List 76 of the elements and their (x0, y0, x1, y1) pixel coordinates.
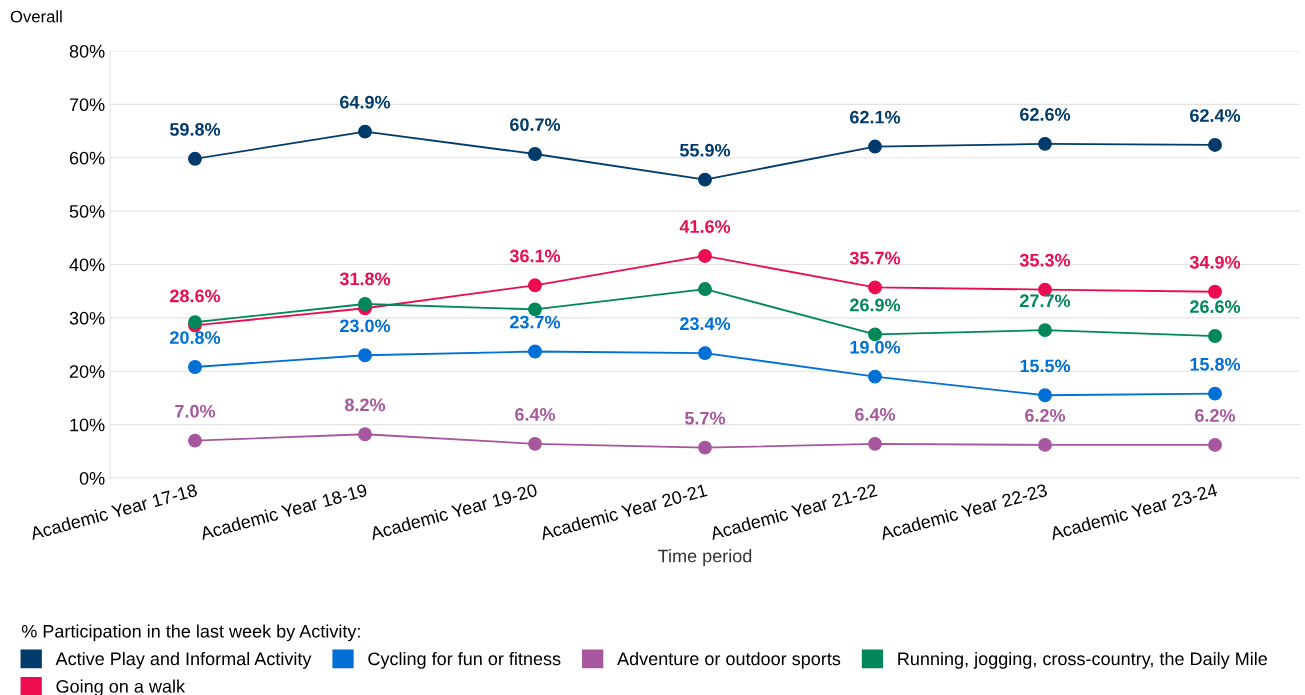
data-label: 23.0% (340, 319, 391, 333)
legend-title: % Participation in the last week by Activity: (21, 624, 360, 642)
y-tick-label: 30% (69, 311, 105, 325)
legend-label: Active Play and Informal Activity (55, 651, 312, 669)
data-label: 62.4% (1190, 109, 1241, 122)
point (698, 249, 712, 263)
y-tick-label: 70% (69, 98, 105, 112)
data-label: 5.7% (684, 411, 726, 425)
x-axis-title: Time period (658, 549, 752, 566)
data-label: 6.2% (1195, 409, 1236, 422)
point (868, 139, 882, 154)
point (698, 440, 712, 455)
point (1038, 388, 1052, 403)
data-label: 15.8% (1190, 357, 1241, 371)
point (1208, 137, 1222, 152)
data-label: 35.3% (1019, 253, 1071, 267)
data-label: 23.7% (510, 315, 561, 329)
data-label: 31.8% (339, 272, 391, 286)
y-tick-label: 20% (69, 365, 105, 378)
data-label: 20.8% (170, 331, 221, 344)
data-label: 60.7% (510, 118, 561, 131)
point (698, 346, 712, 361)
data-label: 62.6% (1020, 108, 1071, 121)
point (358, 427, 372, 442)
data-label: 64.9% (340, 95, 391, 109)
data-label: 6.2% (1025, 409, 1066, 422)
point (1208, 437, 1222, 452)
data-label: 8.2% (345, 398, 386, 412)
point (698, 172, 712, 187)
data-label: 23.4% (680, 317, 731, 331)
data-label: 35.7% (849, 251, 901, 265)
point (528, 436, 542, 451)
data-label: 6.4% (515, 408, 556, 421)
point (528, 344, 542, 359)
point (1038, 437, 1052, 452)
point (188, 151, 202, 166)
point (1038, 323, 1052, 338)
point (528, 147, 542, 161)
y-tick-label: 10% (70, 418, 105, 432)
data-label: 15.5% (1020, 359, 1071, 373)
point (188, 360, 202, 374)
data-label: 59.8% (169, 123, 221, 136)
point (188, 433, 202, 448)
y-tick-label: 80% (69, 44, 105, 58)
data-label: 7.0% (175, 404, 216, 418)
point (1208, 329, 1222, 343)
data-label: 41.6% (679, 220, 731, 233)
point (1208, 386, 1222, 401)
point (868, 280, 882, 295)
point (358, 297, 372, 311)
legend-label: Cycling for fun or fitness (368, 651, 561, 669)
data-label: 19.0% (850, 340, 901, 354)
data-label: 28.6% (170, 289, 221, 303)
point (358, 348, 372, 363)
data-label: 26.9% (850, 298, 901, 312)
point (358, 124, 372, 139)
point (1038, 136, 1052, 151)
data-label: 6.4% (855, 408, 896, 421)
y-tick-label: 60% (69, 151, 105, 165)
y-tick-label: 0% (79, 471, 105, 485)
y-tick-label: 40% (69, 258, 105, 272)
y-tick-label: 50% (69, 205, 105, 218)
legend-label: Running, jogging, cross-country, the Daily Mile (898, 651, 1267, 669)
data-label: 27.7% (1020, 294, 1071, 308)
legend-label: Adventure or outdoor sports (617, 651, 841, 669)
data-label: 36.1% (509, 249, 561, 263)
point (868, 369, 882, 384)
point (1208, 284, 1222, 299)
data-label: 55.9% (679, 143, 731, 157)
point (528, 278, 542, 293)
data-label: 34.9% (1189, 255, 1241, 269)
data-label: 62.1% (850, 110, 901, 124)
chart-title: Overall (10, 10, 62, 23)
data-label: 26.6% (1190, 300, 1241, 314)
point (698, 282, 712, 296)
point (868, 436, 882, 451)
